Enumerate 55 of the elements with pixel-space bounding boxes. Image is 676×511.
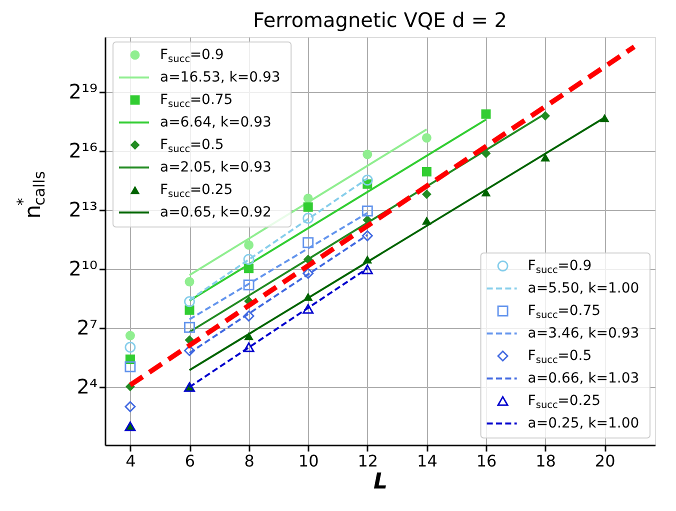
point — [243, 254, 254, 265]
legend-label: a=16.53, k=0.93 — [160, 70, 280, 86]
point — [243, 342, 254, 352]
x-tick-label: 20 — [594, 452, 616, 470]
x-tick-label: 4 — [126, 452, 136, 470]
point — [302, 237, 314, 248]
y-tick-label: 2⁷ — [76, 316, 98, 340]
point — [124, 361, 136, 372]
point — [302, 212, 314, 224]
point — [422, 166, 432, 176]
point — [481, 109, 491, 119]
point — [125, 330, 135, 340]
point — [362, 206, 373, 216]
point — [243, 310, 254, 322]
y-tick-label: 2⁴ — [76, 374, 98, 398]
point — [302, 304, 314, 314]
legend-label: a=0.65, k=0.92 — [160, 204, 272, 220]
point — [184, 322, 195, 333]
legend-label: a=0.25, k=1.00 — [528, 416, 640, 432]
y-tick-label: 2¹⁶ — [68, 138, 98, 163]
point — [124, 342, 136, 353]
y-tick-label: 2¹⁰ — [68, 256, 98, 281]
point — [422, 190, 432, 200]
x-tick-label: 10 — [298, 452, 319, 470]
y-tick-label: 2¹³ — [68, 198, 98, 222]
legend-label: a=6.64, k=0.93 — [160, 114, 272, 130]
point — [362, 174, 373, 186]
x-tick-label: 16 — [476, 452, 497, 470]
x-tick-label: 18 — [536, 452, 556, 470]
x-tick-label: 14 — [417, 452, 438, 470]
x-tick-label: 8 — [244, 452, 254, 470]
legend-label: a=3.46, k=0.93 — [528, 326, 640, 342]
x-tick-label: 12 — [358, 452, 378, 470]
point — [184, 296, 195, 308]
point — [243, 279, 254, 290]
point — [303, 202, 313, 212]
point — [184, 345, 195, 356]
legend-label: a=0.66, k=1.03 — [528, 370, 640, 386]
y-axis-title: n*calls — [14, 171, 49, 219]
x-axis-title: L — [373, 470, 388, 494]
point — [540, 153, 550, 162]
point — [362, 230, 373, 242]
legend-label: a=5.50, k=1.00 — [528, 280, 640, 296]
point — [124, 401, 136, 412]
point — [422, 133, 432, 143]
point — [422, 216, 432, 225]
point — [362, 150, 372, 160]
point — [362, 264, 373, 274]
point — [184, 277, 194, 287]
y-tick-label: 2¹⁹ — [68, 80, 98, 104]
point — [302, 268, 314, 279]
point — [244, 240, 254, 250]
legend-label: a=2.05, k=0.93 — [160, 160, 272, 176]
chart-title: Ferromagnetic VQE d = 2 — [252, 8, 508, 32]
x-tick-label: 6 — [184, 452, 196, 470]
